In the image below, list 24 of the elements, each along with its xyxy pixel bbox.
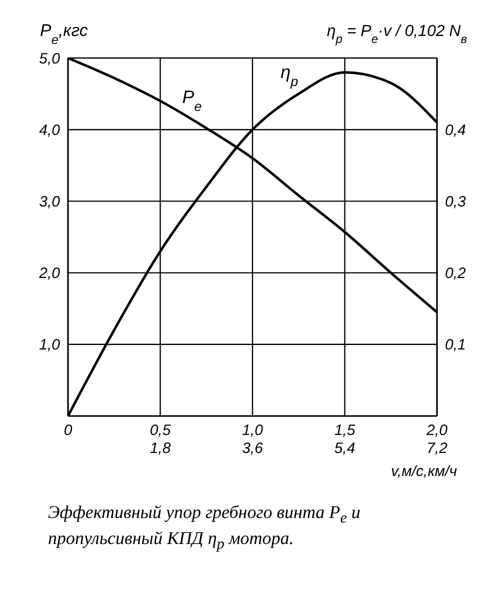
text: Эффективный упор гребного винта P$_{e}$ и пропульсивный КПД η$_{p}$ мотора. (48, 502, 360, 552)
y2-tick-label: 0,3 (445, 194, 467, 211)
y-tick-label: 3,0 (39, 194, 61, 211)
x-tick-label: 1,5 (334, 422, 356, 439)
y-tick-label: 5,0 (39, 50, 61, 68)
x-tick-label: 1,0 (242, 422, 264, 439)
x-tick-label: 2,0 (426, 422, 448, 439)
x2-tick-label: 3,6 (242, 440, 264, 457)
y-tick-label: 1,0 (39, 336, 61, 354)
y2-tick-label: 0,4 (445, 122, 466, 139)
x-axis-title: v,м/с,км/ч (391, 463, 458, 480)
y2-tick-label: 0,2 (445, 265, 467, 282)
y-axis-title: P$_{e}$,кгс (40, 21, 88, 46)
y-tick-label: 4,0 (39, 122, 61, 139)
y2-tick-label: 0,1 (445, 336, 466, 354)
x2-tick-label: 7,2 (426, 440, 448, 457)
x2-tick-label: 1,8 (150, 440, 172, 457)
series-label: P$_{e}$ (182, 86, 202, 114)
x-tick-label: 0 (64, 422, 73, 439)
series-label: η$_{p}$ (280, 62, 299, 88)
x2-tick-label: 5,4 (334, 440, 356, 457)
y-tick-label: 2,0 (38, 265, 61, 282)
x-tick-label: 0,5 (150, 422, 172, 439)
y2-axis-title: η$_{p}$ = P$_{e}$·v / 0,102 N$_{в}$ (326, 23, 467, 46)
